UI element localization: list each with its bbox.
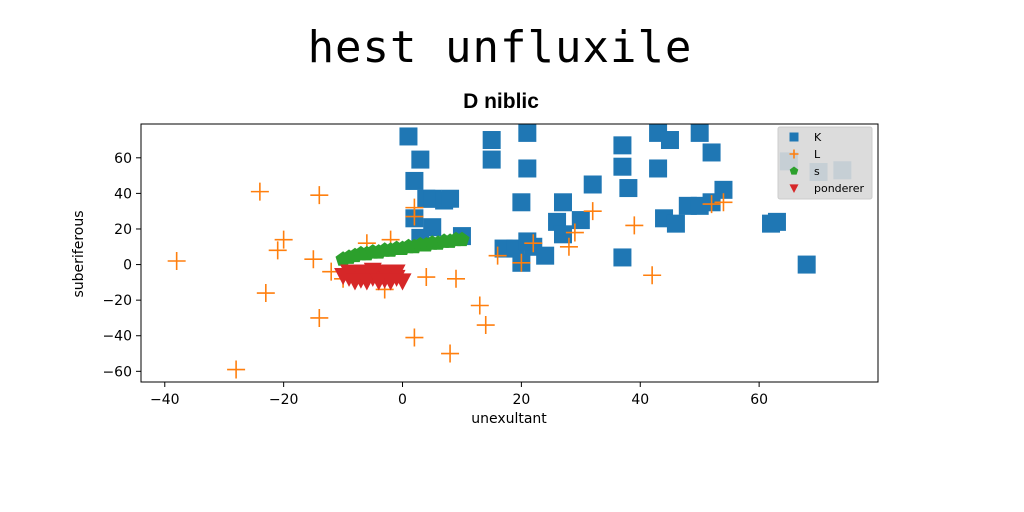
y-tick-label: 20 bbox=[114, 222, 132, 238]
legend-label-K: K bbox=[814, 131, 822, 144]
data-point-L bbox=[256, 284, 275, 303]
chart-title: D niblic bbox=[463, 90, 539, 113]
data-point-L bbox=[310, 186, 329, 205]
data-point-K bbox=[797, 255, 816, 274]
data-point-ponderer bbox=[340, 264, 359, 282]
legend-marker-s bbox=[789, 166, 799, 175]
data-point-ponderer bbox=[387, 264, 406, 282]
data-point-K bbox=[399, 127, 418, 146]
y-tick-label: 0 bbox=[123, 258, 132, 274]
legend: KLs ponderer bbox=[777, 126, 873, 200]
data-point-L bbox=[304, 250, 323, 269]
y-tick-label: −40 bbox=[102, 329, 132, 345]
plot-area bbox=[167, 123, 852, 379]
data-point-K bbox=[518, 232, 537, 251]
data-point-K bbox=[767, 212, 786, 231]
plot-frame bbox=[140, 123, 879, 383]
data-point-L bbox=[643, 266, 662, 285]
data-point-K bbox=[512, 193, 531, 212]
data-point-K bbox=[613, 136, 632, 155]
data-point-ponderer bbox=[381, 273, 400, 291]
data-point-K bbox=[405, 171, 424, 190]
data-point-L bbox=[476, 316, 495, 335]
data-point-K bbox=[613, 157, 632, 176]
y-tick-label: 40 bbox=[114, 186, 132, 202]
data-point-L bbox=[559, 237, 578, 256]
data-point-L bbox=[447, 269, 466, 288]
y-tick-label: 60 bbox=[114, 151, 132, 167]
x-tick-label: 60 bbox=[750, 392, 768, 408]
data-point-L bbox=[524, 234, 543, 253]
legend-label-s: s bbox=[814, 165, 820, 178]
data-point-ponderer bbox=[369, 273, 388, 291]
data-point-L bbox=[565, 223, 584, 242]
data-point-K bbox=[571, 211, 590, 230]
legend-label-ponderer: ponderer bbox=[814, 182, 864, 195]
data-point-L bbox=[488, 246, 507, 265]
data-point-K bbox=[660, 131, 679, 150]
legend-box bbox=[777, 126, 873, 200]
data-point-K bbox=[536, 246, 555, 265]
y-axis-label: suberiferous bbox=[71, 210, 87, 297]
figure-title: hest unfluxile bbox=[307, 22, 693, 73]
data-point-L bbox=[470, 296, 489, 315]
axis-ticks: −40 −20 0 20 40 60 −60 −40 −20 0 20 40 60 bbox=[102, 151, 768, 408]
x-tick-label: 20 bbox=[512, 392, 530, 408]
data-point-L bbox=[250, 182, 269, 201]
y-tick-label: −20 bbox=[102, 293, 132, 309]
data-point-L bbox=[714, 193, 733, 212]
data-point-K bbox=[583, 175, 602, 194]
data-point-K bbox=[482, 150, 501, 169]
data-point-L bbox=[405, 328, 424, 347]
data-point-K bbox=[619, 179, 638, 198]
data-point-L bbox=[441, 344, 460, 363]
y-tick-label: −60 bbox=[102, 364, 132, 380]
x-tick-label: −20 bbox=[269, 392, 299, 408]
data-point-K bbox=[613, 248, 632, 267]
data-point-L bbox=[417, 268, 436, 287]
data-point-L bbox=[583, 202, 602, 221]
data-point-L bbox=[702, 195, 721, 214]
scatter-chart: D niblic −40 −20 0 20 40 60 −60 −40 −20 0 20 40 60 u… bbox=[71, 90, 879, 427]
data-point-L bbox=[625, 216, 644, 235]
data-point-ponderer bbox=[351, 264, 370, 282]
x-tick-label: −40 bbox=[150, 392, 180, 408]
x-tick-label: 0 bbox=[398, 392, 407, 408]
data-point-K bbox=[690, 123, 709, 142]
data-point-s bbox=[454, 231, 470, 247]
data-point-K bbox=[482, 131, 501, 150]
data-point-L bbox=[310, 308, 329, 327]
data-point-L bbox=[268, 241, 287, 260]
data-point-K bbox=[518, 123, 537, 142]
data-point-L bbox=[405, 198, 424, 217]
data-point-K bbox=[411, 150, 430, 169]
data-point-K bbox=[518, 159, 537, 178]
data-point-K bbox=[441, 189, 460, 208]
data-point-L bbox=[274, 230, 293, 249]
data-point-ponderer bbox=[357, 273, 376, 291]
x-tick-label: 40 bbox=[631, 392, 649, 408]
data-point-K bbox=[649, 159, 668, 178]
legend-marker-K bbox=[789, 132, 799, 142]
data-point-K bbox=[553, 193, 572, 212]
data-point-L bbox=[167, 252, 186, 271]
data-point-ponderer bbox=[345, 273, 364, 291]
data-point-K bbox=[666, 214, 685, 233]
x-axis-label: unexultant bbox=[471, 411, 547, 427]
data-point-K bbox=[702, 143, 721, 162]
data-point-K bbox=[553, 225, 572, 244]
legend-marker-L bbox=[789, 149, 799, 159]
data-point-L bbox=[512, 253, 531, 272]
data-point-L bbox=[227, 360, 246, 379]
data-point-ponderer bbox=[375, 264, 394, 282]
legend-label-L: L bbox=[814, 148, 821, 161]
legend-marker-ponderer bbox=[789, 184, 799, 193]
